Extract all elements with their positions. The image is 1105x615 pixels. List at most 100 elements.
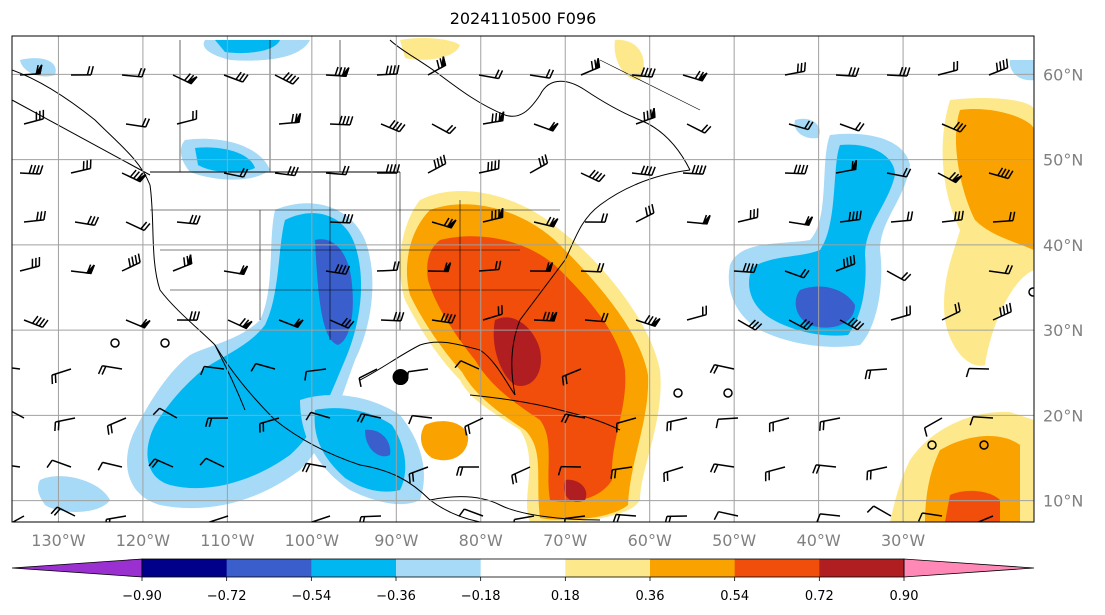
wind-barb	[511, 466, 531, 485]
wind-barb	[325, 66, 350, 77]
cool-east-light-2	[1009, 60, 1034, 81]
wind-barb	[356, 413, 382, 423]
wind-barb	[988, 58, 1009, 76]
wind-barb	[866, 466, 888, 481]
colorbar-extend-low	[11, 558, 143, 578]
wind-barb	[329, 317, 355, 329]
wind-barb	[580, 262, 605, 273]
wind-barb	[70, 159, 92, 174]
wind-barb	[478, 260, 502, 272]
cool-atlantic-dark	[795, 286, 855, 328]
wind-barb	[482, 111, 505, 125]
wind-barb	[682, 164, 707, 175]
wind-barb	[274, 166, 299, 177]
wind-barb	[615, 417, 637, 433]
wind-barb	[200, 365, 225, 376]
wind-barb	[406, 368, 429, 381]
wind-barb	[431, 217, 457, 229]
wind-barb	[74, 215, 100, 226]
wind-barb	[533, 311, 558, 322]
wind-barb	[359, 515, 382, 522]
colorbar	[11, 558, 1035, 578]
warm-region-dark	[493, 317, 541, 386]
colorbar-swatch	[311, 559, 397, 577]
latitude-label: 10°N	[1043, 492, 1083, 511]
warm-gulf-spot	[420, 421, 469, 461]
wind-barb	[12, 410, 25, 419]
wind-barb	[172, 254, 193, 272]
wind-barb	[816, 513, 841, 522]
wind-barb	[250, 362, 276, 372]
wind-barb	[965, 367, 990, 378]
longitude-label: 100°W	[285, 531, 340, 550]
longitude-label: 80°W	[459, 531, 503, 550]
wind-barb	[227, 317, 253, 330]
colorbar-swatch	[142, 559, 228, 577]
wind-barb	[454, 360, 480, 370]
warm-region-dark-south	[564, 479, 587, 502]
wind-barb	[172, 73, 198, 85]
cool-region-dark	[315, 239, 353, 345]
wind-barb	[937, 171, 963, 184]
wind-barb	[563, 515, 586, 522]
wind-barb	[580, 58, 601, 76]
colorbar-swatch	[819, 559, 905, 577]
wind-barb	[784, 62, 807, 76]
colorbar-swatch	[650, 559, 736, 577]
wind-barb	[97, 461, 123, 471]
wind-barb	[941, 121, 967, 133]
wind-barb	[890, 211, 914, 223]
wind-barb	[864, 368, 888, 380]
wind-barb	[23, 210, 47, 223]
wind-barb	[992, 211, 1016, 223]
latitude-label: 50°N	[1043, 151, 1083, 170]
wind-barb	[121, 253, 141, 272]
wind-barb	[584, 213, 609, 223]
wind-barb	[923, 417, 943, 437]
wind-barb	[835, 254, 856, 272]
wind-barb	[23, 315, 49, 328]
wind-barb	[635, 314, 661, 328]
colorbar-swatch	[734, 559, 820, 577]
wind-barb	[427, 262, 452, 273]
wind-barb	[431, 312, 457, 324]
colorbar-tick-label: 0.36	[636, 589, 665, 604]
coastlines	[12, 39, 691, 522]
wind-barb	[54, 417, 76, 432]
colorbar-tick-label: −0.36	[376, 589, 416, 604]
wind-barb	[784, 164, 809, 175]
latitude-label: 20°N	[1043, 406, 1083, 425]
wind-barb	[941, 210, 964, 223]
wind-barb	[259, 417, 280, 433]
wind-barb	[941, 302, 961, 321]
longitude-labels: 130°W 120°W 110°W 100°W 90°W 80°W 70°W 60°W 50°W…	[31, 531, 925, 550]
wind-barb	[819, 417, 841, 431]
wind-barb	[631, 165, 656, 177]
wind-barb	[208, 515, 229, 522]
cool-atlantic-mid	[749, 144, 895, 336]
wind-barb	[663, 466, 684, 482]
wind-barb	[12, 465, 21, 468]
longitude-label: 90°W	[374, 531, 418, 550]
wind-barb	[380, 311, 405, 322]
wind-barb	[223, 71, 249, 83]
wind-barb	[835, 67, 860, 78]
warm-atlantic-south-red	[945, 490, 1000, 522]
wind-barb	[19, 164, 44, 175]
wind-barb	[988, 264, 1013, 275]
wind-barb	[19, 64, 43, 76]
longitude-label: 130°W	[31, 531, 86, 550]
wind-barb	[988, 167, 1014, 180]
wind-barb	[969, 416, 994, 426]
colorbar-tick-label: −0.18	[461, 589, 501, 604]
wind-barb	[46, 459, 72, 468]
wind-barb	[199, 457, 225, 468]
wind-barb	[631, 67, 656, 78]
colorbar-extend-high	[903, 558, 1035, 578]
wind-barb	[715, 417, 739, 429]
wind-barb	[47, 556, 71, 565]
wind-barb	[70, 65, 94, 76]
wind-barb	[464, 417, 484, 436]
colorbar-tick-label: −0.72	[207, 589, 247, 604]
